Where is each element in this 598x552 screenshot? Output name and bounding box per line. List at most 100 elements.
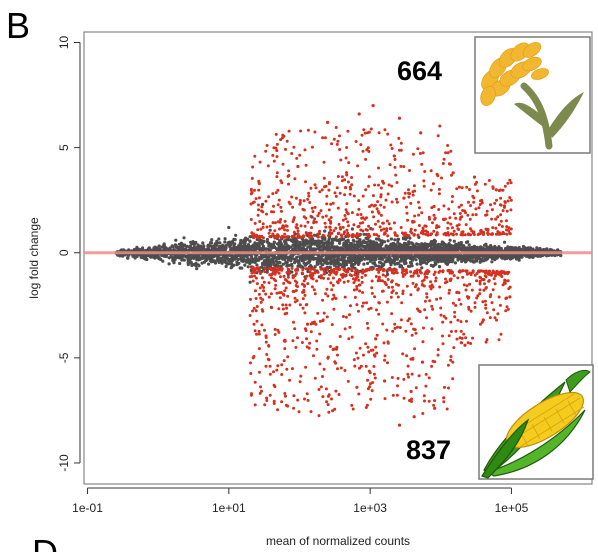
red-point	[259, 296, 263, 300]
red-point	[302, 199, 306, 203]
red-point	[264, 199, 268, 203]
grey-point	[277, 244, 281, 248]
red-point	[295, 299, 299, 302]
red-point	[280, 373, 284, 376]
red-point	[269, 268, 273, 272]
grey-point	[175, 255, 179, 259]
red-point	[300, 282, 304, 286]
red-point	[275, 175, 279, 179]
red-point	[350, 176, 354, 179]
grey-point	[308, 257, 312, 261]
red-point	[336, 280, 339, 284]
grey-point	[186, 254, 190, 258]
red-point	[421, 226, 425, 230]
red-point	[277, 307, 281, 311]
grey-point	[177, 242, 182, 246]
red-point	[344, 208, 348, 212]
red-point	[360, 280, 364, 284]
grey-point	[295, 255, 299, 259]
grey-point	[210, 244, 214, 248]
red-point	[276, 203, 280, 207]
grey-point	[457, 241, 461, 245]
red-point	[321, 298, 325, 302]
red-point	[417, 224, 421, 227]
grey-point	[387, 258, 391, 262]
red-point	[405, 211, 409, 215]
red-point	[275, 368, 279, 372]
grey-point	[386, 239, 390, 243]
red-point	[499, 196, 503, 200]
red-point	[343, 369, 347, 372]
red-point	[420, 211, 424, 215]
grey-point	[201, 256, 205, 260]
red-point	[361, 229, 365, 233]
grey-point	[448, 238, 452, 242]
red-point	[405, 284, 409, 288]
red-point	[399, 226, 403, 229]
red-point	[467, 307, 471, 311]
red-point	[410, 333, 414, 337]
red-point	[508, 285, 512, 289]
grey-point	[192, 256, 196, 260]
red-point	[357, 309, 360, 313]
red-point	[484, 213, 488, 217]
red-point	[365, 321, 369, 325]
grey-point	[370, 240, 374, 244]
red-point	[265, 144, 269, 147]
red-point	[493, 282, 497, 286]
red-point	[296, 229, 300, 233]
red-point	[506, 199, 510, 203]
grey-point	[281, 257, 285, 261]
red-point	[423, 308, 427, 312]
grey-point	[194, 240, 198, 245]
red-point	[427, 399, 431, 403]
grey-point	[224, 246, 228, 250]
red-point	[385, 300, 389, 304]
red-point	[414, 283, 418, 287]
red-point	[504, 219, 508, 223]
red-point	[353, 273, 357, 277]
red-point	[346, 180, 350, 184]
grey-point	[327, 239, 331, 243]
grey-point	[450, 246, 454, 250]
red-point	[497, 338, 501, 342]
red-point	[393, 232, 397, 235]
red-point	[452, 274, 456, 278]
grey-point	[126, 256, 130, 260]
red-point	[410, 372, 414, 376]
grey-point	[224, 264, 228, 269]
red-point	[459, 203, 463, 207]
red-point	[443, 277, 447, 281]
red-point	[275, 171, 279, 175]
red-point	[292, 320, 295, 324]
red-point	[305, 337, 309, 341]
red-point	[366, 345, 370, 349]
grey-point	[267, 241, 271, 245]
grey-point	[447, 244, 451, 248]
grey-point	[293, 258, 297, 262]
red-point	[422, 179, 426, 183]
grey-point	[195, 267, 199, 271]
red-point	[468, 188, 471, 191]
red-point	[441, 217, 445, 221]
red-point	[327, 393, 331, 397]
red-point	[424, 271, 427, 275]
grey-point	[426, 254, 430, 258]
red-point	[377, 312, 381, 316]
red-point	[282, 274, 286, 278]
red-point	[376, 200, 380, 204]
red-point	[459, 302, 463, 306]
red-point	[481, 300, 485, 304]
red-point	[292, 230, 296, 234]
grey-point	[510, 254, 515, 259]
red-point	[258, 220, 262, 223]
red-point	[283, 228, 287, 232]
red-point	[394, 173, 398, 177]
red-point	[253, 154, 257, 158]
red-point	[327, 208, 331, 212]
red-point	[372, 353, 376, 357]
grey-point	[341, 260, 345, 264]
red-point	[489, 203, 492, 207]
red-point	[387, 183, 391, 187]
red-point	[307, 235, 311, 239]
